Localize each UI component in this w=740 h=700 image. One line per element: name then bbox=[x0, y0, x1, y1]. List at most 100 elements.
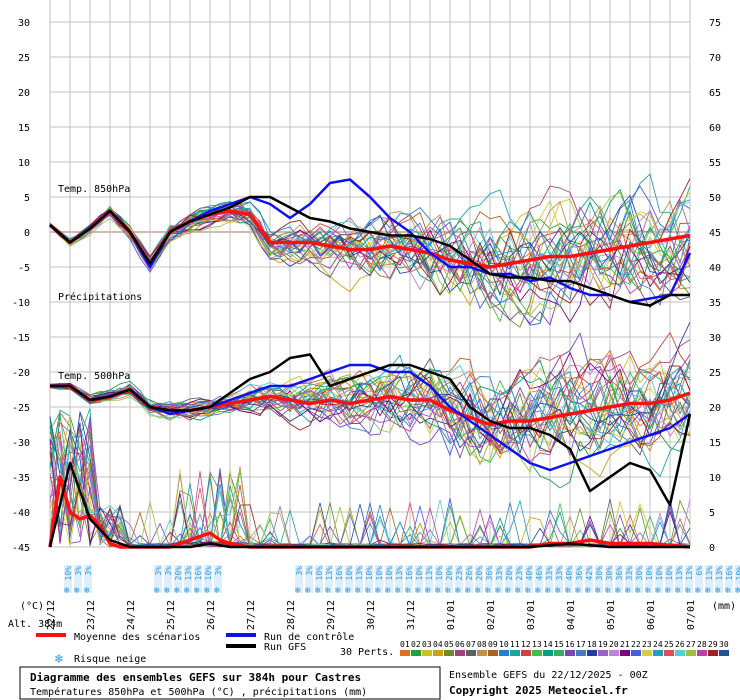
snow-risk-pct: 23% bbox=[455, 566, 464, 581]
right-tick-label: 75 bbox=[709, 18, 721, 29]
left-tick-label: -45 bbox=[12, 543, 30, 554]
snowflake-icon: ❄ bbox=[705, 586, 711, 596]
snow-risk-pct: 13% bbox=[395, 566, 404, 581]
snow-risk-cell bbox=[295, 565, 303, 593]
snow-risk-pct: 10% bbox=[345, 566, 354, 581]
snow-risk-cell bbox=[525, 565, 533, 593]
snow-risk-pct: 13% bbox=[705, 566, 714, 581]
date-tick-label: 02/01 bbox=[486, 600, 497, 630]
left-tick-label: 10 bbox=[18, 158, 30, 169]
snow-risk-pct: 13% bbox=[425, 566, 434, 581]
right-axis-unit: (mm) bbox=[712, 601, 736, 612]
snowflake-icon: ❄ bbox=[415, 586, 421, 596]
member-swatch bbox=[510, 650, 520, 656]
snow-risk-pct: 36% bbox=[615, 566, 624, 581]
right-tick-label: 20 bbox=[709, 403, 721, 414]
snow-risk-cell bbox=[645, 565, 653, 593]
snow-risk-pct: 3% bbox=[214, 566, 223, 576]
date-tick-label: 23/12 bbox=[86, 600, 97, 630]
member-number: 26 bbox=[675, 640, 685, 649]
snow-risk-pct: 33% bbox=[625, 566, 634, 581]
snowflake-icon: ❄ bbox=[735, 586, 740, 596]
right-tick-label: 65 bbox=[709, 88, 721, 99]
snow-risk-pct: 16% bbox=[335, 566, 344, 581]
member-swatch bbox=[411, 650, 421, 656]
date-tick-label: 28/12 bbox=[286, 600, 297, 630]
member-swatch bbox=[455, 650, 465, 656]
member-number: 08 bbox=[477, 640, 487, 649]
snow-risk-pct: 20% bbox=[475, 566, 484, 581]
series-gfs-precip bbox=[48, 461, 690, 549]
member-swatch bbox=[631, 650, 641, 656]
snow-risk-pct: 40% bbox=[565, 566, 574, 581]
snowflake-icon: ❄ bbox=[715, 586, 721, 596]
member-number: 02 bbox=[411, 640, 421, 649]
snow-risk-cell bbox=[214, 565, 222, 593]
snow-risk-cell bbox=[335, 565, 343, 593]
member-swatch bbox=[554, 650, 564, 656]
snow-risk-cell bbox=[545, 565, 553, 593]
snow-risk-cell bbox=[74, 565, 82, 593]
member-swatch bbox=[642, 650, 652, 656]
legend-perts-label: 30 Perts. bbox=[340, 647, 394, 658]
snowflake-icon: ❄ bbox=[355, 586, 361, 596]
snow-risk-cell bbox=[505, 565, 513, 593]
snow-risk-pct: 10% bbox=[435, 566, 444, 581]
date-tick-label: 05/01 bbox=[606, 600, 617, 630]
snow-risk-pct: 33% bbox=[495, 566, 504, 581]
snowflake-icon: ❄ bbox=[395, 586, 401, 596]
snow-risk-cell bbox=[585, 565, 593, 593]
snow-risk-pct: 33% bbox=[545, 566, 554, 581]
snow-risk-cell bbox=[305, 565, 313, 593]
snowflake-icon: ❄ bbox=[725, 586, 731, 596]
snow-risk-pct: 3% bbox=[74, 566, 83, 576]
snow-risk-pct: 10% bbox=[315, 566, 324, 581]
member-number: 24 bbox=[653, 640, 663, 649]
member-number: 05 bbox=[444, 640, 454, 649]
member-swatch bbox=[587, 650, 597, 656]
snowflake-icon: ❄ bbox=[214, 586, 220, 596]
snowflake-icon: ❄ bbox=[184, 586, 190, 596]
footer-title: Diagramme des ensembles GEFS sur 384h po… bbox=[30, 671, 361, 684]
date-tick-label: 30/12 bbox=[366, 600, 377, 630]
snowflake-icon: ❄ bbox=[645, 586, 651, 596]
footer-copyright: Copyright 2025 Meteociel.fr bbox=[449, 684, 628, 697]
member-swatch bbox=[499, 650, 509, 656]
snowflake-icon: ❄ bbox=[154, 586, 160, 596]
snow-risk-cell bbox=[515, 565, 523, 593]
snow-risk-pct: 10% bbox=[365, 566, 374, 581]
left-tick-label: -20 bbox=[12, 368, 30, 379]
snow-risk-pct: 10% bbox=[415, 566, 424, 581]
snow-risk-cell bbox=[64, 565, 72, 593]
left-tick-label: 20 bbox=[18, 88, 30, 99]
snow-risk-cell bbox=[675, 565, 683, 593]
snow-risk-pct: 10% bbox=[64, 566, 73, 581]
snowflake-icon: ❄ bbox=[565, 586, 571, 596]
snow-risk-cell bbox=[475, 565, 483, 593]
label-precip: Précipitations bbox=[58, 291, 142, 303]
snow-risk-pct: 16% bbox=[725, 566, 734, 581]
member-number: 25 bbox=[664, 640, 674, 649]
right-tick-label: 60 bbox=[709, 123, 721, 134]
snow-risk-cell bbox=[415, 565, 423, 593]
snowflake-icon: ❄ bbox=[174, 586, 180, 596]
date-tick-label: 24/12 bbox=[126, 600, 137, 630]
label-t500: Temp. 500hPa bbox=[58, 371, 130, 382]
snow-risk-pct: 3% bbox=[295, 566, 304, 576]
left-tick-label: -35 bbox=[12, 473, 30, 484]
snowflake-icon: ❄ bbox=[405, 586, 411, 596]
date-tick-label: 03/01 bbox=[526, 600, 537, 630]
right-tick-label: 25 bbox=[709, 368, 721, 379]
snow-risk-pct: 30% bbox=[605, 566, 614, 581]
snow-risk-pct: 26% bbox=[465, 566, 474, 581]
snowflake-icon: ❄ bbox=[455, 586, 461, 596]
snow-risk-cell bbox=[455, 565, 463, 593]
snow-risk-cell bbox=[655, 565, 663, 593]
member-swatch bbox=[653, 650, 663, 656]
axes: 302520151050-5-10-15-20-25-30-35-40-4575… bbox=[12, 18, 721, 630]
snow-risk-pct: 13% bbox=[715, 566, 724, 581]
snowflake-icon: ❄ bbox=[685, 586, 691, 596]
snowflake-icon: ❄ bbox=[425, 586, 431, 596]
label-t850: Temp. 850hPa bbox=[58, 184, 130, 195]
snow-risk-pct: 46% bbox=[535, 566, 544, 581]
